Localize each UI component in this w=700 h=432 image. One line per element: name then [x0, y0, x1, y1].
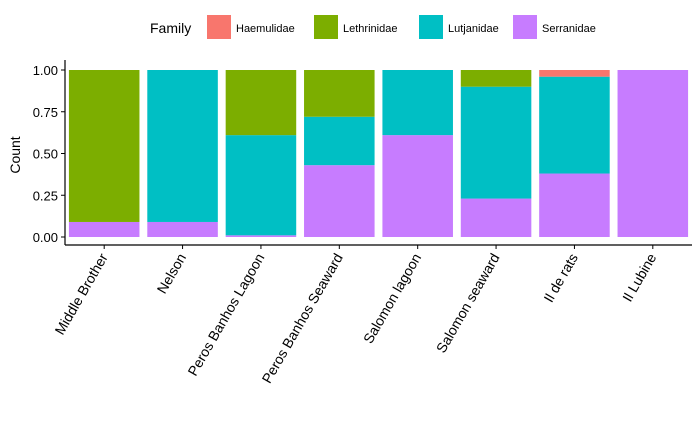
bar-segment-serranidae-1	[147, 221, 218, 237]
bar-segment-lethrinidae-5	[460, 70, 532, 87]
legend-label-haemulidae: Haemulidae	[236, 23, 295, 35]
bar-segment-serranidae-0	[68, 221, 140, 237]
bar-segment-lutjanidae-1	[147, 70, 218, 222]
y-tick-label: 0.50	[33, 147, 58, 162]
y-tick-label: 1.00	[33, 63, 58, 78]
legend-swatch-serranidae	[513, 15, 537, 39]
y-tick-label: 0.00	[33, 230, 58, 245]
bar-segment-serranidae-3	[304, 165, 375, 237]
bar-segment-lutjanidae-6	[539, 76, 610, 174]
bar-segment-serranidae-2	[225, 235, 297, 237]
bar-segment-lethrinidae-3	[304, 70, 375, 117]
bar-segment-haemulidae-6	[539, 70, 610, 77]
y-axis: 0.00 0.25 0.50 0.75 1.00	[33, 60, 66, 245]
legend-label-serranidae: Serranidae	[542, 23, 596, 35]
x-tick-label: Peros Banhos Lagoon	[184, 251, 267, 379]
bar-segment-serranidae-5	[460, 198, 532, 237]
bar-segment-lutjanidae-5	[460, 86, 532, 199]
legend-swatch-lethrinidae	[314, 15, 338, 39]
y-tick-label: 0.75	[33, 105, 58, 120]
x-tick-label: Peros Banhos Seaward	[259, 251, 346, 386]
bar-segment-serranidae-4	[382, 135, 453, 237]
bar-segment-lethrinidae-0	[68, 70, 140, 222]
bar-segment-serranidae-7	[617, 70, 689, 237]
legend-title: Family	[150, 20, 191, 36]
legend: Family Haemulidae Lethrinidae Lutjanidae Se…	[150, 15, 596, 39]
bar-segment-lutjanidae-2	[225, 135, 297, 236]
x-tick-label: Il Lubine	[619, 250, 659, 304]
bar-segment-serranidae-6	[539, 173, 610, 237]
legend-label-lethrinidae: Lethrinidae	[343, 23, 397, 35]
y-axis-title: Count	[7, 136, 23, 173]
x-tick-label: Salomon lagoon	[360, 251, 424, 347]
bar-segment-lutjanidae-4	[382, 70, 453, 136]
x-tick-label: Il de rats	[540, 251, 581, 306]
bar-segment-lutjanidae-3	[304, 116, 375, 166]
legend-label-lutjanidae: Lutjanidae	[448, 23, 499, 35]
x-tick-label: Salomon seaward	[433, 251, 503, 356]
x-tick-label: Nelson	[154, 251, 190, 297]
bars	[68, 70, 689, 237]
legend-swatch-haemulidae	[207, 15, 231, 39]
bar-segment-lethrinidae-2	[225, 70, 297, 136]
legend-swatch-lutjanidae	[419, 15, 443, 39]
x-tick-label: Middle Brother	[51, 250, 111, 337]
y-tick-label: 0.25	[33, 188, 58, 203]
